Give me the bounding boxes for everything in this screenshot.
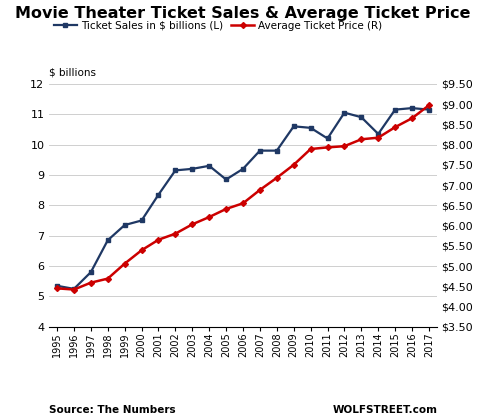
Ticket Sales in $ billions (L) bbox=[257, 148, 263, 153]
Ticket Sales in $ billions (L) bbox=[274, 148, 280, 153]
Average Ticket Price (R) bbox=[392, 124, 398, 129]
Ticket Sales in $ billions (L) bbox=[190, 166, 195, 171]
Average Ticket Price (R) bbox=[375, 135, 381, 140]
Average Ticket Price (R) bbox=[409, 116, 415, 121]
Ticket Sales in $ billions (L) bbox=[105, 238, 111, 243]
Average Ticket Price (R) bbox=[257, 187, 263, 192]
Ticket Sales in $ billions (L) bbox=[71, 286, 77, 291]
Average Ticket Price (R) bbox=[88, 280, 94, 285]
Average Ticket Price (R) bbox=[105, 276, 111, 281]
Average Ticket Price (R) bbox=[358, 137, 364, 142]
Average Ticket Price (R) bbox=[223, 207, 229, 212]
Average Ticket Price (R) bbox=[240, 201, 246, 206]
Ticket Sales in $ billions (L) bbox=[409, 106, 415, 111]
Line: Average Ticket Price (R): Average Ticket Price (R) bbox=[55, 103, 431, 292]
Average Ticket Price (R) bbox=[426, 103, 432, 108]
Average Ticket Price (R) bbox=[54, 286, 60, 291]
Ticket Sales in $ billions (L) bbox=[223, 177, 229, 182]
Ticket Sales in $ billions (L) bbox=[325, 136, 330, 141]
Text: $ billions: $ billions bbox=[49, 67, 96, 78]
Average Ticket Price (R) bbox=[274, 175, 280, 180]
Average Ticket Price (R) bbox=[139, 248, 144, 253]
Average Ticket Price (R) bbox=[325, 145, 330, 150]
Average Ticket Price (R) bbox=[206, 215, 212, 220]
Line: Ticket Sales in $ billions (L): Ticket Sales in $ billions (L) bbox=[54, 106, 432, 291]
Text: Movie Theater Ticket Sales & Average Ticket Price: Movie Theater Ticket Sales & Average Tic… bbox=[15, 6, 471, 21]
Ticket Sales in $ billions (L) bbox=[358, 115, 364, 120]
Ticket Sales in $ billions (L) bbox=[156, 192, 161, 197]
Average Ticket Price (R) bbox=[156, 237, 161, 242]
Average Ticket Price (R) bbox=[173, 231, 178, 236]
Average Ticket Price (R) bbox=[190, 222, 195, 227]
Average Ticket Price (R) bbox=[291, 162, 296, 167]
Average Ticket Price (R) bbox=[308, 147, 313, 152]
Ticket Sales in $ billions (L) bbox=[122, 222, 128, 228]
Ticket Sales in $ billions (L) bbox=[392, 107, 398, 112]
Ticket Sales in $ billions (L) bbox=[139, 218, 144, 223]
Ticket Sales in $ billions (L) bbox=[240, 166, 246, 171]
Ticket Sales in $ billions (L) bbox=[426, 107, 432, 112]
Average Ticket Price (R) bbox=[122, 261, 128, 266]
Text: WOLFSTREET.com: WOLFSTREET.com bbox=[332, 405, 437, 415]
Ticket Sales in $ billions (L) bbox=[375, 132, 381, 137]
Ticket Sales in $ billions (L) bbox=[88, 270, 94, 275]
Ticket Sales in $ billions (L) bbox=[173, 168, 178, 173]
Ticket Sales in $ billions (L) bbox=[291, 124, 296, 129]
Average Ticket Price (R) bbox=[342, 144, 347, 149]
Text: Source: The Numbers: Source: The Numbers bbox=[49, 405, 175, 415]
Ticket Sales in $ billions (L) bbox=[342, 110, 347, 115]
Ticket Sales in $ billions (L) bbox=[308, 125, 313, 130]
Ticket Sales in $ billions (L) bbox=[54, 283, 60, 288]
Ticket Sales in $ billions (L) bbox=[206, 163, 212, 168]
Legend: Ticket Sales in $ billions (L), Average Ticket Price (R): Ticket Sales in $ billions (L), Average … bbox=[54, 21, 382, 31]
Average Ticket Price (R) bbox=[71, 287, 77, 292]
